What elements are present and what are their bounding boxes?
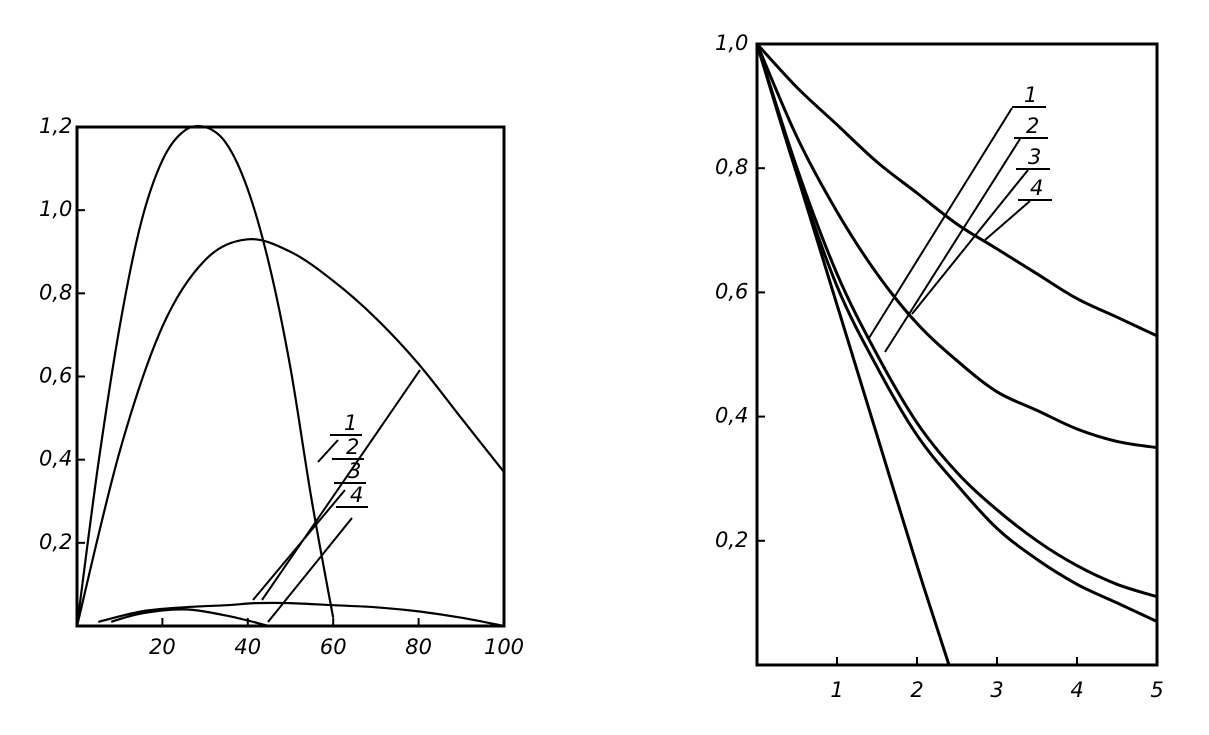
legend-label: 1: [344, 411, 357, 435]
legend-label: 3: [1028, 145, 1041, 169]
x-tick-label: 20: [149, 635, 176, 659]
y-tick-label: 1,0: [39, 197, 72, 221]
x-tick-label: 80: [405, 635, 432, 659]
x-tick-label: 40: [234, 635, 261, 659]
y-tick-label: 0,2: [715, 528, 748, 552]
x-tick-label: 4: [1070, 678, 1083, 702]
x-tick-label: 2: [910, 678, 923, 702]
series-line: [98, 601, 505, 628]
legend-leader-line: [911, 169, 1029, 315]
series-line: [755, 43, 1158, 623]
y-tick-label: 0,6: [715, 279, 748, 303]
legend-leader-line: [317, 439, 339, 463]
chart-right: 0,2 0,4 0,6 0,8 1,0 1 2 3 4 5 1 2 3 4: [715, 31, 1164, 702]
legend-label: 4: [350, 483, 363, 507]
y-tick-label: 0,6: [39, 364, 72, 388]
legend-leader-line: [868, 107, 1013, 339]
legend-leader-line: [261, 369, 421, 601]
x-tick-label: 5: [1150, 678, 1163, 702]
y-tick-label: 0,8: [39, 280, 72, 304]
series-line: [755, 42, 1158, 338]
y-tick-label: 0,2: [39, 530, 72, 554]
legend-label: 2: [346, 435, 359, 459]
legend-label: 4: [1030, 176, 1043, 200]
legend-label: 3: [348, 459, 361, 483]
plot-frame: [75, 125, 506, 628]
y-tick-label: 1,0: [715, 31, 748, 55]
legend-label: 2: [1026, 114, 1039, 138]
x-tick-label: 100: [484, 635, 524, 659]
x-tick-label: 1: [830, 678, 843, 702]
legend-leader-line: [884, 138, 1021, 353]
y-tick-label: 0,8: [715, 155, 748, 179]
y-tick-label: 1,2: [39, 114, 72, 138]
legend-label: 1: [1024, 83, 1037, 107]
series-line: [110, 608, 270, 628]
plot-frame: [755, 42, 1159, 667]
y-tick-label: 0,4: [39, 447, 72, 471]
x-tick-label: 3: [990, 678, 1003, 702]
y-tick-label: 0,4: [715, 404, 748, 428]
legend-leader-line: [984, 200, 1031, 241]
series-line: [75, 124, 335, 627]
legend-leader-line: [267, 517, 353, 623]
x-tick-label: 60: [320, 635, 347, 659]
series-line: [75, 238, 505, 627]
series-line: [755, 43, 951, 666]
series-line: [755, 43, 1158, 599]
series-line: [755, 43, 1158, 450]
